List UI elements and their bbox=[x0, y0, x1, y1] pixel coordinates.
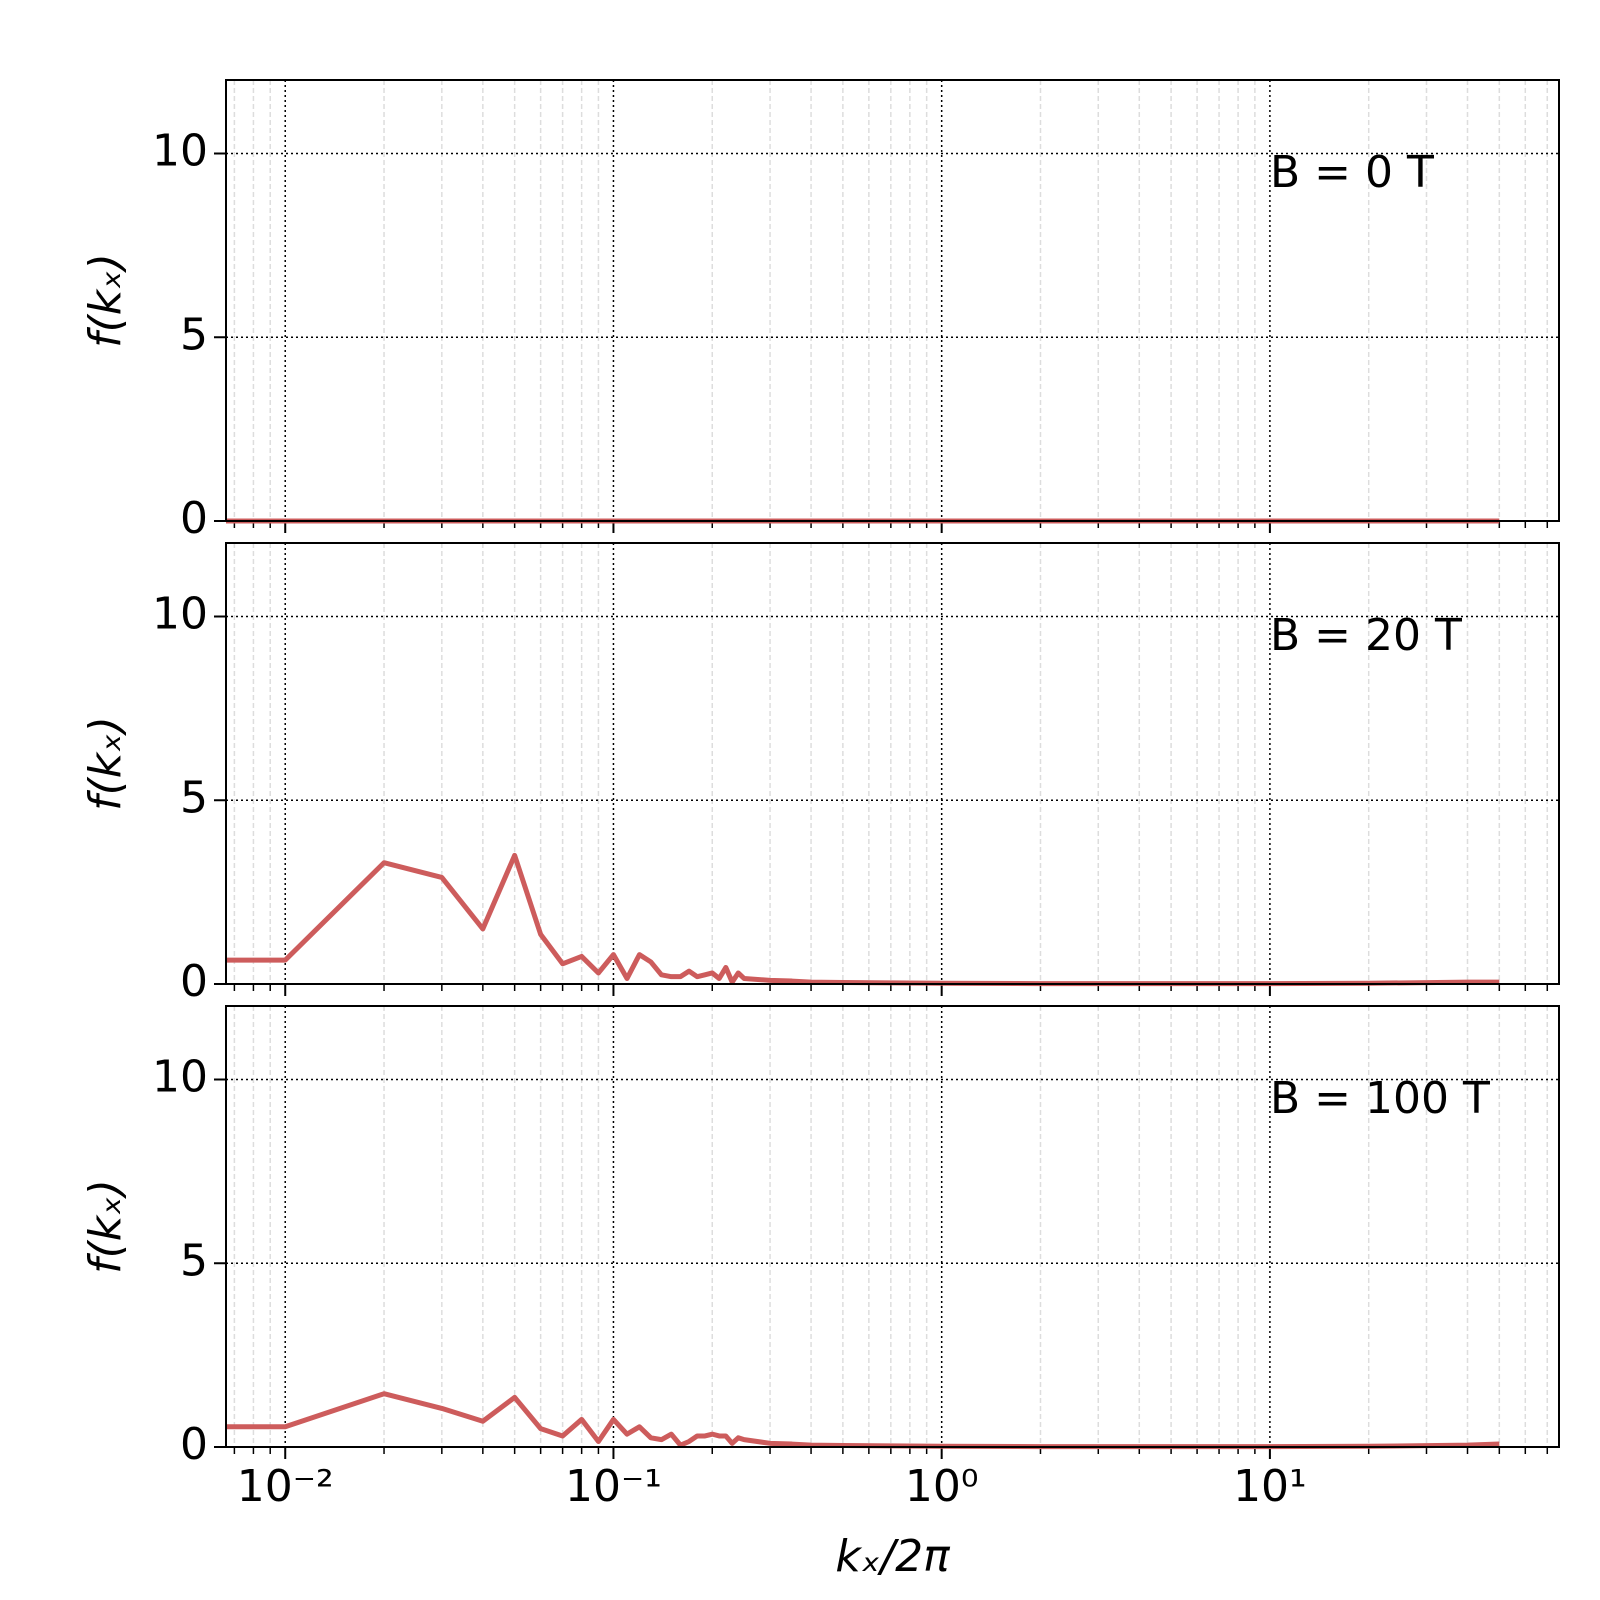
x-axis-label: kₓ/2π bbox=[835, 1531, 951, 1582]
annotation: B = 20 T bbox=[1270, 610, 1462, 661]
y-axis-label: f(kₓ) bbox=[80, 1179, 131, 1274]
x-tick-label: 10⁻² bbox=[237, 1461, 334, 1512]
y-axis-label: f(kₓ) bbox=[80, 716, 131, 811]
x-tick-label: 10⁰ bbox=[905, 1461, 979, 1512]
y-tick-label: 10 bbox=[152, 1052, 208, 1103]
x-tick-label: 10¹ bbox=[1233, 1461, 1307, 1512]
annotation: B = 0 T bbox=[1270, 147, 1434, 198]
y-tick-label: 0 bbox=[180, 493, 208, 544]
y-tick-label: 10 bbox=[152, 589, 208, 640]
x-tick-label: 10⁻¹ bbox=[565, 1461, 662, 1512]
y-tick-label: 5 bbox=[180, 1235, 208, 1286]
plot-frame bbox=[225, 1005, 1560, 1448]
y-tick-label: 10 bbox=[152, 126, 208, 177]
y-tick-label: 5 bbox=[180, 309, 208, 360]
plot-frame bbox=[225, 79, 1560, 522]
y-tick-label: 5 bbox=[180, 772, 208, 823]
annotation: B = 100 T bbox=[1270, 1073, 1490, 1124]
y-tick-label: 0 bbox=[180, 956, 208, 1007]
y-axis-label: f(kₓ) bbox=[80, 253, 131, 348]
y-tick-label: 0 bbox=[180, 1419, 208, 1470]
plot-frame bbox=[225, 542, 1560, 985]
